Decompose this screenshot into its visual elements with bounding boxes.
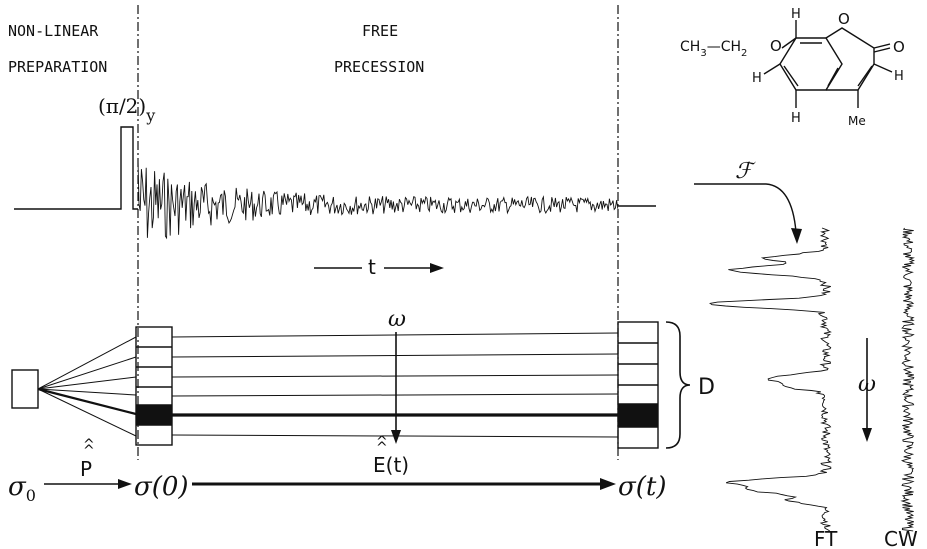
coumarin-molecule: CH3—CH2 O O O H H H H Me bbox=[680, 7, 905, 128]
preparation-arrowhead bbox=[118, 479, 132, 489]
ether-oxygen: O bbox=[770, 37, 782, 55]
sigma-zero-filled-cell bbox=[136, 405, 172, 425]
pulse-label: (π/2)y bbox=[98, 94, 155, 125]
sigma-t-filled-cell bbox=[618, 404, 658, 427]
sigma-t-label: σ(t) bbox=[618, 472, 666, 502]
omega-arrowhead-side bbox=[862, 428, 872, 442]
omega-label-middle: ω bbox=[388, 307, 406, 332]
h-left: H bbox=[752, 71, 762, 86]
p-operator-hat-top: ^ bbox=[83, 437, 95, 453]
ring-oxygen: O bbox=[838, 10, 850, 28]
sigma-zero-column bbox=[135, 326, 173, 446]
h-right: H bbox=[894, 69, 904, 84]
preparation-label: PREPARATION bbox=[8, 58, 107, 76]
cw-label: CW bbox=[884, 527, 918, 549]
sigma-t-column bbox=[617, 321, 659, 449]
nonlinear-label: NON-LINEAR bbox=[8, 22, 99, 40]
time-label: t bbox=[368, 255, 376, 279]
free-induction-decay-signal bbox=[137, 159, 619, 240]
pulse-rectangle bbox=[14, 126, 138, 210]
omega-arrowhead-middle bbox=[391, 430, 401, 444]
ft-label: FT bbox=[814, 527, 838, 549]
free-label: FREE bbox=[362, 22, 398, 40]
fourier-arrow bbox=[694, 183, 797, 233]
ft-spectrum bbox=[709, 227, 833, 532]
e-operator-hat-top: ^ bbox=[376, 434, 388, 450]
p-operator-hat: ^ bbox=[83, 443, 95, 459]
d-label: D bbox=[698, 375, 715, 400]
sigma0-label: σ0 bbox=[8, 472, 36, 505]
carbonyl-oxygen: O bbox=[893, 38, 905, 56]
fourier-symbol: ℱ bbox=[735, 159, 756, 184]
fourier-arrowhead bbox=[791, 228, 802, 244]
evolution-channels bbox=[171, 332, 619, 438]
e-operator: E(t) bbox=[373, 453, 409, 477]
methyl-label: Me bbox=[848, 114, 866, 128]
initial-state-box bbox=[11, 369, 39, 409]
cw-spectrum bbox=[900, 227, 915, 532]
e-operator-hat: ^ bbox=[376, 440, 388, 456]
h-top: H bbox=[791, 7, 801, 22]
p-operator: P bbox=[80, 457, 92, 481]
sigma-zero-label: σ(0) bbox=[134, 472, 189, 502]
d-brace bbox=[665, 321, 691, 449]
h-bottom: H bbox=[791, 111, 801, 126]
preparation-fan bbox=[37, 336, 137, 437]
ethoxy-group: CH3—CH2 bbox=[680, 39, 747, 59]
precession-label: PRECESSION bbox=[334, 58, 424, 76]
evolution-arrowhead bbox=[600, 478, 616, 490]
time-arrowhead bbox=[430, 263, 444, 273]
